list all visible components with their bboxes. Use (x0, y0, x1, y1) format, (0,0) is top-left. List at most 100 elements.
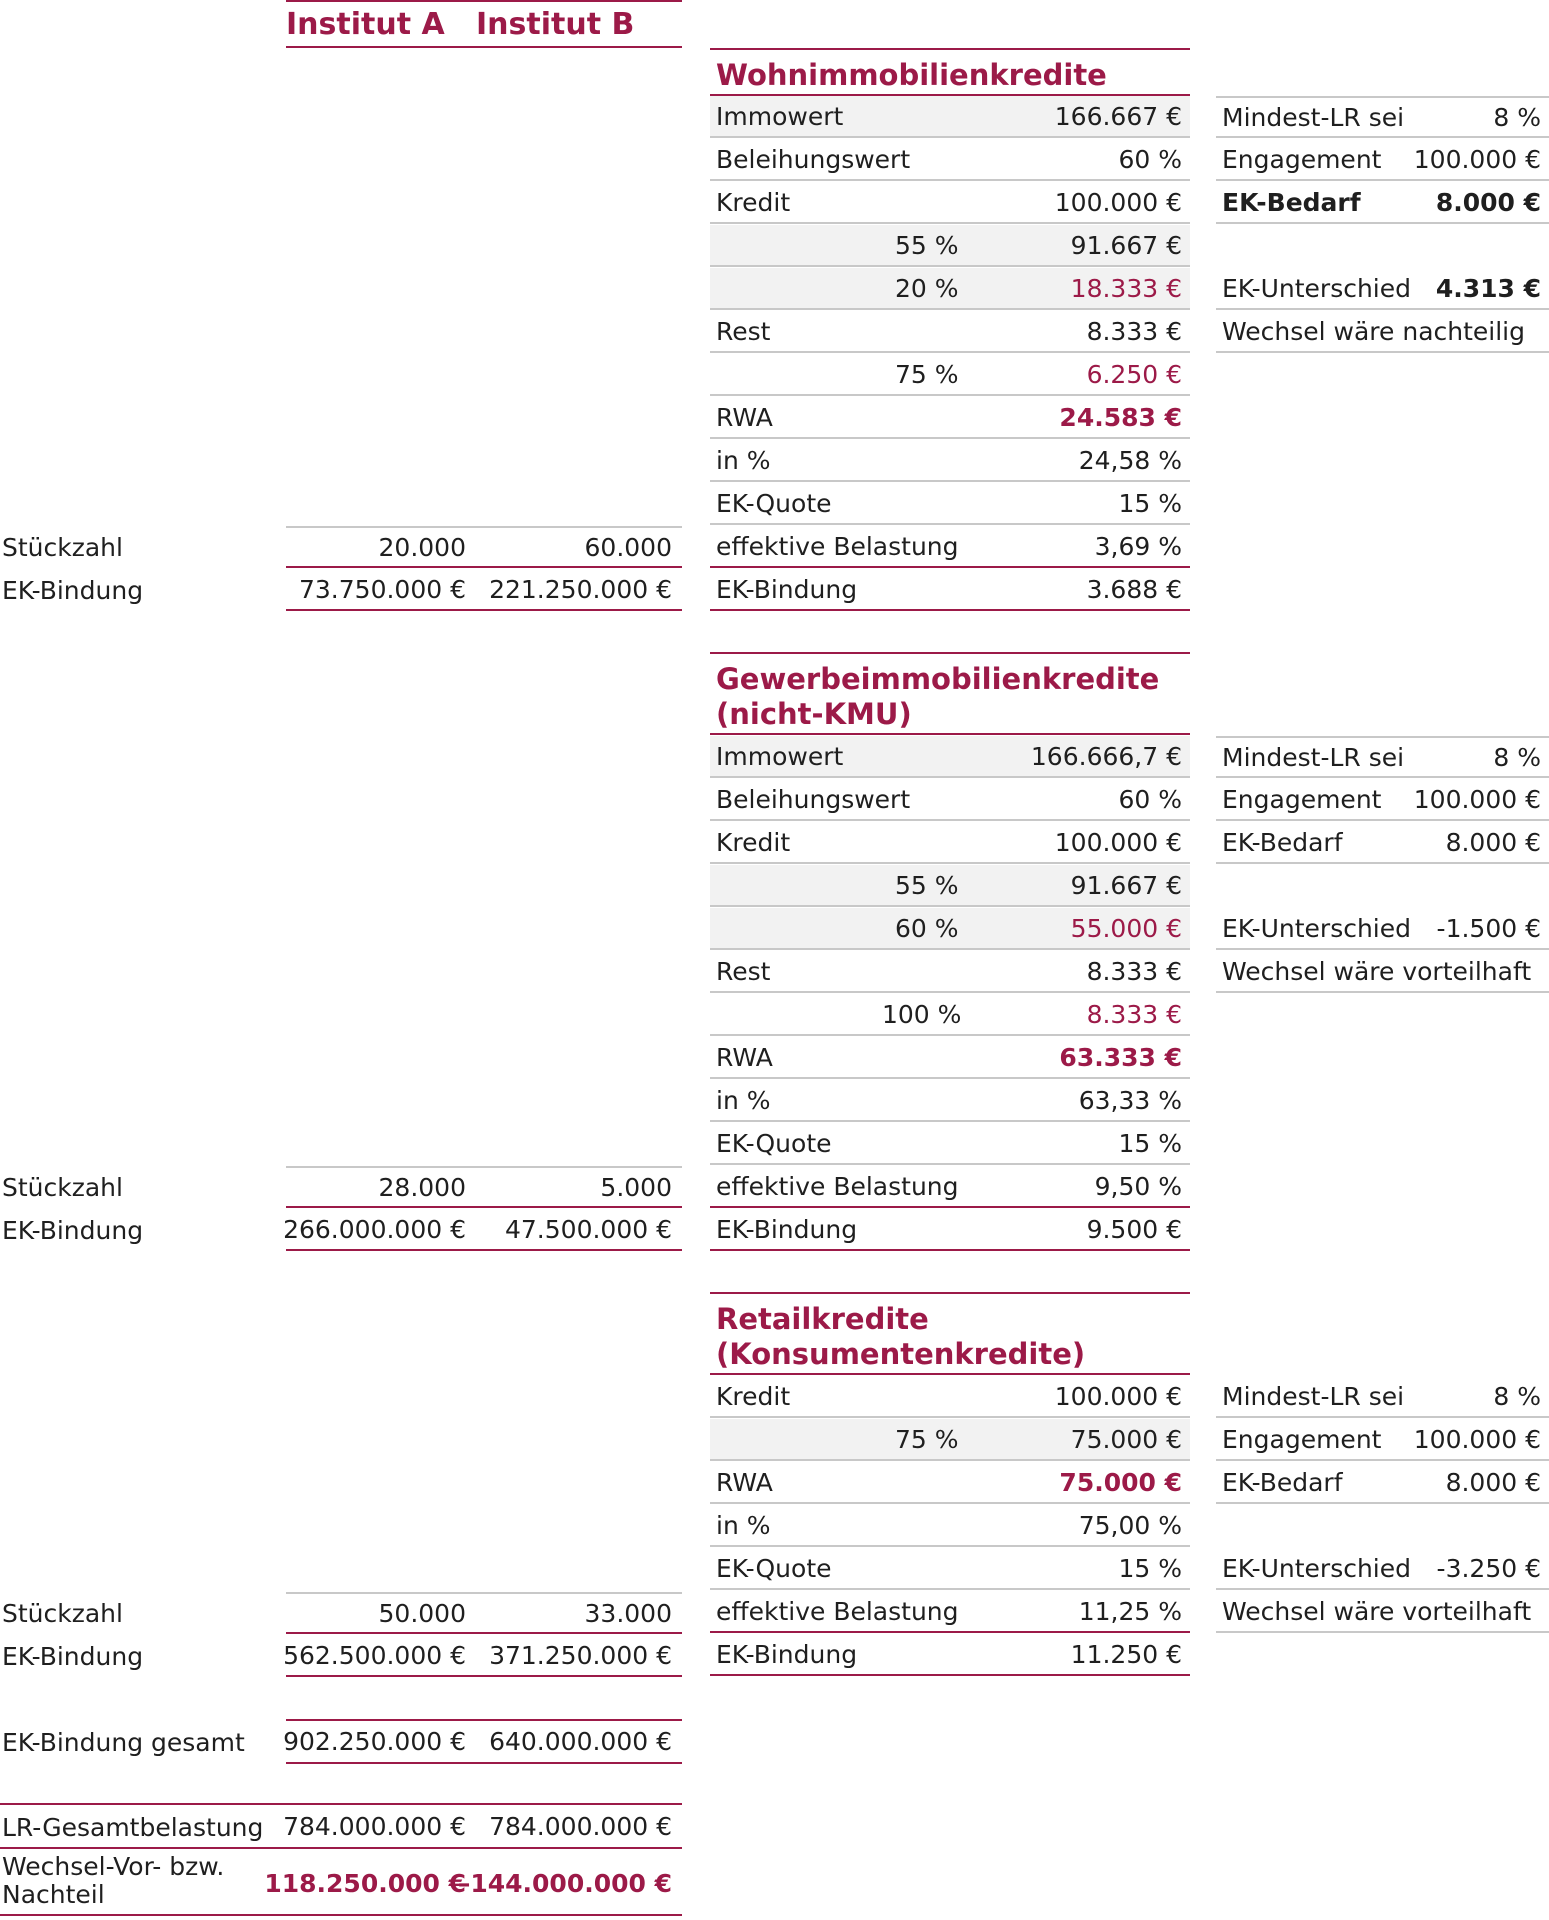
row-label: Immowert (716, 741, 844, 771)
row-value: 11.250 € (1070, 1639, 1182, 1669)
table-row: Kredit 100.000 € (710, 1376, 1190, 1418)
cell-value: 5.000 (600, 1172, 672, 1202)
cell-value: –144.000.000 € (457, 1868, 672, 1898)
table-row: EK-Quote 15 % (710, 1548, 1190, 1590)
side-value: 8.000 € (1435, 187, 1541, 217)
stueckzahl-label: Stückzahl (2, 1173, 123, 1202)
side-value: 100.000 € (1413, 1424, 1541, 1454)
stueckzahl-b: 5.000 (476, 1166, 682, 1208)
row-value: 8.333 € (1086, 999, 1182, 1029)
side-label: Wechsel wäre vorteilhaft (1222, 956, 1532, 986)
row-value: 63.333 € (1059, 1042, 1182, 1072)
ek-bindung-a: 266.000.000 € (283, 1209, 476, 1251)
side-value: -3.250 € (1436, 1553, 1541, 1583)
row-value: 100.000 € (1054, 1381, 1182, 1411)
row-label: Rest (716, 956, 771, 986)
ek-bindung-label: EK-Bindung (2, 1642, 144, 1671)
side-value: 8 % (1493, 102, 1541, 132)
row-value: 100.000 € (1054, 187, 1182, 217)
side-label: EK-Bedarf (1222, 827, 1343, 857)
side-value: 100.000 € (1413, 784, 1541, 814)
header-institut-a-label: Institut A (286, 6, 445, 42)
side-row: EK-Unterschied -3.250 € (1216, 1548, 1549, 1590)
table-row: RWA 75.000 € (710, 1462, 1190, 1504)
row-label: Beleihungswert (716, 784, 911, 814)
side-row: EK-Unterschied -1.500 € (1216, 908, 1549, 950)
row-value: 100.000 € (1054, 827, 1182, 857)
row-label: in % (716, 1510, 771, 1540)
row-label: RWA (716, 1042, 773, 1072)
section-title-line2: (Konsumentenkredite) (716, 1337, 1086, 1371)
row-percent: 60 % (895, 913, 959, 943)
side-label: Wechsel wäre vorteilhaft (1222, 1596, 1532, 1626)
lr-left-underline (0, 1847, 286, 1849)
cell-value: 73.750.000 € (299, 574, 466, 604)
side-label: Mindest-LR sei (1222, 742, 1405, 772)
side-label: Wechsel wäre nachteilig (1222, 316, 1525, 346)
side-row: Engagement 100.000 € (1216, 139, 1549, 181)
side-value: 8 % (1493, 1381, 1541, 1411)
side-value: -1.500 € (1436, 913, 1541, 943)
side-label: Engagement (1222, 784, 1382, 814)
side-row: Wechsel wäre nachteilig (1216, 311, 1549, 353)
table-row: 75 % 75.000 € (710, 1419, 1190, 1461)
cell-value: 20.000 (378, 532, 466, 562)
row-value: 55.000 € (1070, 913, 1182, 943)
stueckzahl-a: 28.000 (286, 1166, 476, 1208)
ek-bindung-label: EK-Bindung (2, 576, 144, 605)
row-label: Rest (716, 316, 771, 346)
table-row: in % 75,00 % (710, 1505, 1190, 1547)
table-row: Rest 8.333 € (710, 951, 1190, 993)
row-value: 15 % (1118, 1128, 1182, 1158)
ek-bindung-gesamt-a: 902.250.000 € (283, 1719, 476, 1764)
cell-value: 28.000 (378, 1172, 466, 1202)
table-row: Immowert 166.667 € (710, 96, 1190, 138)
row-value: 63,33 % (1078, 1085, 1182, 1115)
side-row: EK-Unterschied 4.313 € (1216, 268, 1549, 310)
lr-gesamtbelastung-b: 784.000.000 € (476, 1805, 682, 1849)
section-title-line2: (nicht-KMU) (716, 697, 912, 731)
table-row: Beleihungswert 60 % (710, 779, 1190, 821)
cell-value: 640.000.000 € (489, 1727, 672, 1756)
row-value: 9,50 % (1094, 1171, 1182, 1201)
stueckzahl-a: 20.000 (286, 526, 476, 568)
row-label: effektive Belastung (716, 1596, 959, 1626)
wechsel-label: Wechsel-Vor- bzw. Nachteil (2, 1853, 224, 1909)
row-value: 166.666,7 € (1030, 741, 1182, 771)
row-value: 3,69 % (1094, 531, 1182, 561)
lr-divider (0, 1803, 682, 1805)
row-label: in % (716, 445, 771, 475)
row-value: 8.333 € (1086, 316, 1182, 346)
section-title-line1: Gewerbeimmobilienkredite (716, 662, 1160, 696)
ek-bindung-gesamt-b: 640.000.000 € (476, 1719, 682, 1764)
row-value: 8.333 € (1086, 956, 1182, 986)
side-label: EK-Bedarf (1222, 187, 1361, 217)
side-label: Mindest-LR sei (1222, 1381, 1405, 1411)
side-row: EK-Bedarf 8.000 € (1216, 182, 1549, 224)
cell-value: 784.000.000 € (489, 1811, 672, 1841)
row-label: RWA (716, 402, 773, 432)
cell-value: 60.000 (584, 532, 672, 562)
table-row: EK-Bindung 9.500 € (710, 1209, 1190, 1251)
row-value: 91.667 € (1070, 230, 1182, 260)
row-percent: 100 % (882, 999, 962, 1029)
wechsel-label-line1: Wechsel-Vor- bzw. (2, 1852, 225, 1881)
table-row: effektive Belastung 9,50 % (710, 1166, 1190, 1208)
cell-value: 33.000 (584, 1598, 672, 1628)
table-row: 20 % 18.333 € (710, 268, 1190, 310)
row-label: EK-Quote (716, 1128, 832, 1158)
section-title-line1: Retailkredite (716, 1302, 929, 1336)
ek-bindung-b: 371.250.000 € (476, 1635, 682, 1677)
table-row: effektive Belastung 3,69 % (710, 526, 1190, 568)
table-row: Rest 8.333 € (710, 311, 1190, 353)
cell-value: 902.250.000 € (283, 1727, 466, 1756)
stueckzahl-label: Stückzahl (2, 533, 123, 562)
side-label: Engagement (1222, 1424, 1382, 1454)
side-row: Engagement 100.000 € (1216, 1419, 1549, 1461)
side-row: Mindest-LR sei 8 % (1216, 1376, 1549, 1418)
ek-bindung-label: EK-Bindung (2, 1216, 144, 1245)
ek-bindung-a: 562.500.000 € (283, 1635, 476, 1677)
section-title-retailkredite: Retailkredite (Konsumentenkredite) (710, 1292, 1190, 1375)
row-label: EK-Quote (716, 488, 832, 518)
side-label: EK-Unterschied (1222, 1553, 1412, 1583)
